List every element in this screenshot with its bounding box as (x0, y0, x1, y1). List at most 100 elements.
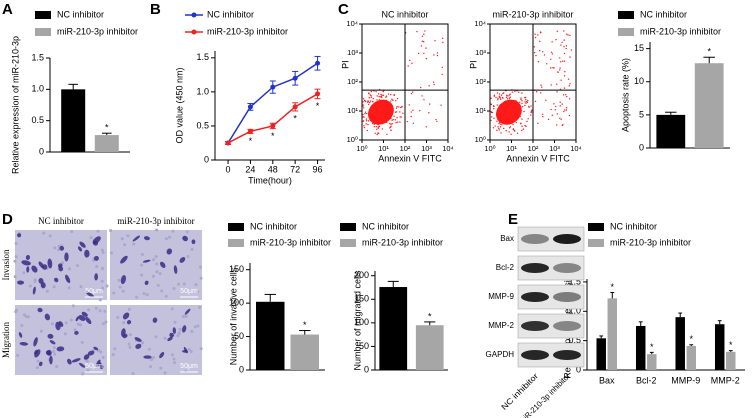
event-dot (507, 95, 509, 97)
event-cloud (368, 99, 394, 125)
legend-swatch (588, 223, 604, 231)
pore (194, 283, 198, 287)
pore (67, 267, 71, 271)
legend-label: NC inhibitor (640, 9, 687, 19)
event-dot (567, 78, 570, 80)
pore (14, 255, 18, 259)
event-dot (563, 60, 566, 62)
event-dot (520, 97, 522, 99)
event-dot (508, 97, 511, 99)
event-dot (559, 105, 561, 107)
event-dot (398, 106, 400, 108)
event-dot (390, 117, 392, 120)
stained-cell (132, 235, 141, 242)
event-dot (433, 54, 435, 56)
stained-cell (184, 308, 191, 315)
blot-band (521, 350, 549, 360)
event-dot (503, 101, 506, 103)
x-tick-label: 0 (226, 164, 231, 174)
legend-label: miR-210-3p inhibitor (207, 26, 288, 36)
bar (415, 325, 444, 370)
stained-cell (75, 316, 80, 322)
data-point (270, 84, 276, 90)
event-dot (367, 103, 370, 106)
legend-swatch (228, 239, 244, 247)
y-tick-label: 50 (234, 331, 244, 341)
event-dot (512, 101, 515, 103)
pore (52, 346, 56, 350)
event-dot (365, 120, 368, 122)
pore (177, 282, 181, 286)
pore (94, 306, 98, 310)
event-dot (362, 98, 365, 100)
pore (140, 263, 144, 267)
y-tick-label: 10⁰ (475, 135, 486, 144)
event-dot (559, 101, 561, 103)
event-dot (511, 108, 514, 111)
x-tick-label: 10³ (549, 144, 560, 153)
event-dot (556, 91, 558, 93)
bar (256, 301, 285, 370)
event-dot (362, 113, 364, 116)
plot-title: NC inhibitor (381, 9, 428, 19)
event-dot (385, 119, 387, 121)
event-dot (543, 54, 546, 56)
x-tick-label: 72 (290, 164, 300, 174)
event-dot (432, 81, 435, 83)
bar (290, 334, 319, 370)
stained-cell (78, 315, 86, 321)
y-tick-label: 0.5 (31, 115, 44, 125)
stained-cell (56, 346, 65, 352)
event-dot (392, 119, 394, 121)
event-dot (568, 85, 571, 87)
pore (101, 286, 105, 290)
pore (20, 323, 24, 327)
event-dot (493, 108, 495, 110)
event-dot (400, 116, 402, 118)
event-dot (372, 122, 374, 125)
event-dot (499, 114, 501, 116)
x-tick-label: 10⁴ (570, 144, 582, 153)
x-tick-label: MMP-9 (671, 375, 700, 385)
event-dot (556, 83, 558, 85)
event-dot (520, 98, 522, 101)
event-dot (521, 92, 523, 94)
y-tick-label: 0 (576, 364, 581, 374)
event-dot (424, 30, 426, 32)
event-dot (396, 105, 398, 108)
event-dot (550, 108, 552, 111)
pore (48, 234, 52, 238)
stained-cell (84, 249, 90, 258)
y-tick-label: 15 (634, 43, 644, 53)
y-tick-label: 1.0 (31, 84, 44, 94)
y-tick-label: 10³ (347, 48, 358, 57)
event-dot (550, 51, 553, 53)
event-dot (368, 92, 370, 95)
event-dot (555, 105, 557, 108)
event-dot (563, 39, 565, 41)
event-dot (364, 112, 366, 115)
event-dot (528, 105, 530, 108)
pore (100, 248, 104, 252)
event-dot (436, 120, 438, 123)
pore (160, 289, 164, 293)
stained-cell (179, 256, 186, 263)
legend-label: miR-210-3p inhibitor (250, 237, 331, 247)
stained-cell (18, 332, 23, 338)
event-dot (419, 110, 421, 112)
event-dot (381, 111, 383, 113)
event-dot (516, 111, 519, 113)
y-axis-label: Number of invasive cells (228, 267, 238, 365)
y-tick-label: 0 (639, 142, 644, 152)
event-dot (567, 34, 569, 36)
y-tick-label: 10³ (475, 48, 486, 57)
row-label: Invasion (1, 249, 11, 280)
event-dot (363, 126, 366, 129)
event-dot (378, 101, 381, 104)
event-dot (541, 86, 543, 88)
pore (81, 372, 85, 376)
pore (199, 347, 203, 351)
stained-cell (17, 280, 25, 285)
event-dot (511, 122, 513, 124)
pore (101, 266, 105, 270)
